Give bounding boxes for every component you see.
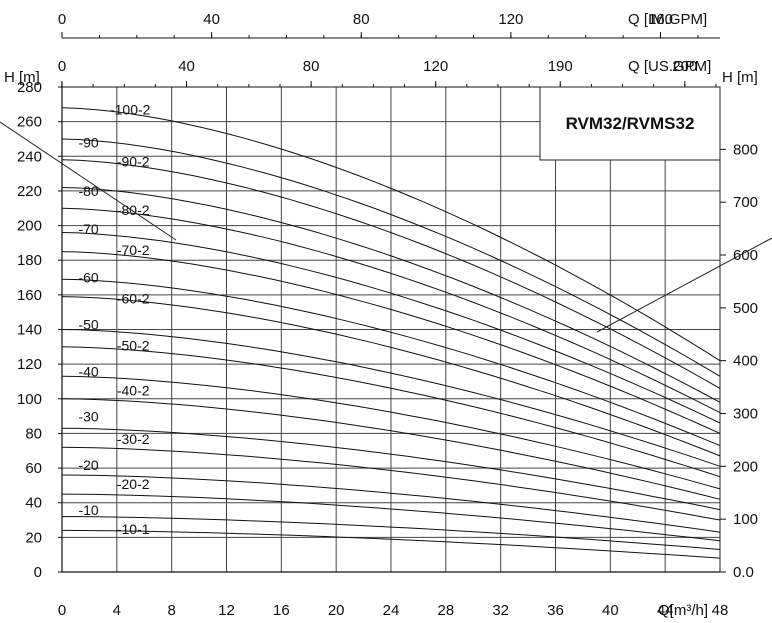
y-right-tick-label: 100 [733,511,758,528]
top-imperial-tick-label: 80 [353,11,370,28]
x-tick-label: 20 [328,602,345,619]
leader-line-right [596,237,772,333]
curve-label: -100-2 [110,102,151,118]
curve-label: -20 [78,457,98,473]
y-tick-label: 180 [17,252,42,269]
y-right-tick-label: 300 [733,406,758,423]
curve-label: -70-2 [117,242,150,258]
pump-curve [61,398,721,500]
pump-curve [61,474,721,533]
y-right-tick-label: 400 [733,353,758,370]
curve-label: -80-2 [117,202,150,218]
curve-label: -90 [78,135,98,151]
curve-label: -50 [78,317,98,333]
pump-curve [61,329,721,467]
pump-curve [61,232,721,424]
y-right-tick-label: 600 [733,247,758,264]
y-right-tick-label: 0.0 [733,564,754,581]
y-tick-label: 20 [25,529,42,546]
x-tick-label: 48 [712,602,729,619]
curve-label: -40-2 [117,382,150,398]
top-imperial-tick-label: 120 [498,11,523,28]
curve-label: -40 [78,363,98,379]
y-tick-label: 0 [34,564,42,581]
top-us-tick-label: 190 [548,58,573,75]
y-tick-label: 240 [17,148,42,165]
chart-title: RVM32/RVMS32 [566,114,695,133]
y-axis-label-left: H [m] [4,69,40,86]
top-us-tick-label: 40 [178,58,195,75]
x-tick-label: 28 [437,602,454,619]
y-tick-label: 140 [17,322,42,339]
pump-curve [61,187,721,403]
top-imperial-tick-label: 40 [203,11,220,28]
title-box [539,86,721,161]
y-tick-label: 260 [17,114,42,131]
y-right-tick-label: 700 [733,194,758,211]
top-us-tick-label: 120 [423,58,448,75]
pump-curve [61,251,721,434]
y-tick-label: 100 [17,391,42,408]
pump-curve [61,427,721,511]
x-axis-label: Q[m³/h] [658,602,708,619]
x-tick-label: 16 [273,602,290,619]
x-tick-label: 8 [167,602,175,619]
top-us-tick-label: 200 [672,58,697,75]
x-tick-label: 44 [657,602,674,619]
curve-label: -10-1 [117,521,150,537]
y-tick-label: 120 [17,356,42,373]
curve-label: -20-2 [117,476,150,492]
top-imperial-tick-label: 160 [648,11,673,28]
pump-curve [61,375,721,490]
pump-curve [61,346,721,478]
pump-curve [61,446,721,521]
curve-label: -30-2 [117,431,150,447]
y-axis-label-right: H [m] [722,69,758,86]
y-right-tick-label: 200 [733,458,758,475]
pump-curve [62,516,721,550]
curve-label: -60-2 [117,291,150,307]
pump-curve [61,493,721,542]
y-right-tick-label: 800 [733,141,758,158]
x-tick-label: 32 [492,602,509,619]
curve-label: -60 [78,270,98,286]
x-tick-label: 36 [547,602,564,619]
curve-label: -70 [78,221,98,237]
pump-curve [61,278,721,447]
y-tick-label: 60 [25,460,42,477]
x-tick-label: 0 [58,602,66,619]
pump-curve [61,529,721,559]
curves: -100-2 -90 -90-2 -80 -80-2 -70 -70-2 -60 -60-2 -5… [61,102,721,559]
pump-curve [61,138,721,377]
leader-line-left [0,121,177,241]
axes: 0 4 8 12 16 20 24 28 32 36 40 44 4802040608010012014… [17,11,758,619]
pump-curve [61,107,721,362]
curve-label: -30 [78,408,98,424]
y-tick-label: 160 [17,287,42,304]
x-tick-label: 4 [113,602,121,619]
pump-curve [61,207,721,414]
top-us-tick-label: 80 [303,58,320,75]
top-axis-label-us: Q [US.GPM] [628,58,711,75]
curve-label: -80 [78,183,98,199]
x-tick-label: 12 [218,602,235,619]
y-tick-label: 40 [25,495,42,512]
y-tick-label: 80 [25,425,42,442]
pump-curve [61,159,721,389]
curve-label: -50-2 [117,337,150,353]
pump-curve [61,296,721,457]
y-tick-label: 220 [17,183,42,200]
y-right-tick-label: 500 [733,300,758,317]
x-tick-label: 24 [383,602,400,619]
top-imperial-tick-label: 0 [58,11,66,28]
curve-label: -10 [78,502,98,518]
top-axis-label-imperial: Q [IM.GPM] [628,11,707,28]
x-tick-label: 40 [602,602,619,619]
curve-label: -90-2 [117,154,150,170]
y-tick-label: 200 [17,218,42,235]
y-tick-label: 280 [17,79,42,96]
top-us-tick-label: 0 [58,58,66,75]
